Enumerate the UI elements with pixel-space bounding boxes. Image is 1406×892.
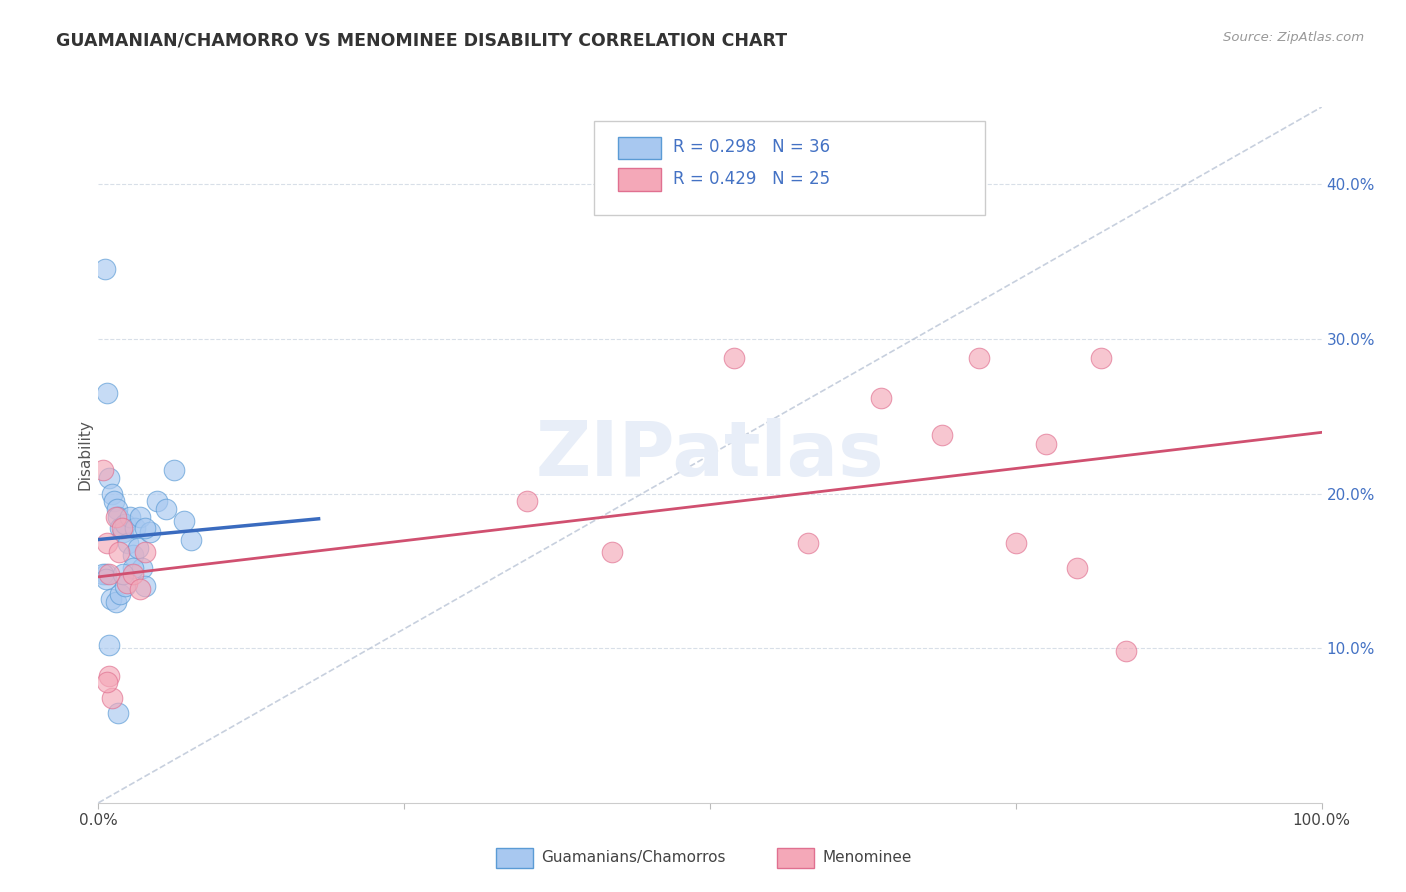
Point <box>967 351 990 365</box>
Point <box>180 533 202 547</box>
Text: R = 0.429   N = 25: R = 0.429 N = 25 <box>673 170 831 188</box>
Point <box>110 520 132 534</box>
Point <box>108 545 131 559</box>
Point <box>103 494 125 508</box>
Point <box>98 638 121 652</box>
Text: R = 0.298   N = 36: R = 0.298 N = 36 <box>673 138 831 156</box>
Point <box>117 536 139 550</box>
Point <box>94 566 117 581</box>
Point <box>124 520 146 534</box>
Point <box>94 572 117 586</box>
Point <box>931 427 953 442</box>
Point <box>1090 351 1112 365</box>
Point <box>111 566 134 581</box>
FancyBboxPatch shape <box>619 169 661 191</box>
Point <box>110 587 132 601</box>
Y-axis label: Disability: Disability <box>77 419 93 491</box>
Text: Menominee: Menominee <box>823 850 912 865</box>
Point <box>91 463 114 477</box>
Point <box>100 591 122 606</box>
Point <box>114 579 136 593</box>
Point <box>723 351 745 365</box>
Point <box>121 549 143 563</box>
Point <box>134 545 156 559</box>
Point <box>155 502 177 516</box>
Point <box>129 509 152 524</box>
Point <box>107 509 129 524</box>
FancyBboxPatch shape <box>778 848 814 868</box>
Point <box>111 520 134 534</box>
Point <box>600 545 623 559</box>
Point <box>134 520 156 534</box>
Point <box>121 566 143 581</box>
Point <box>104 509 127 524</box>
Point <box>98 471 121 485</box>
Point <box>1004 536 1026 550</box>
Text: GUAMANIAN/CHAMORRO VS MENOMINEE DISABILITY CORRELATION CHART: GUAMANIAN/CHAMORRO VS MENOMINEE DISABILI… <box>56 31 787 49</box>
Point <box>91 566 114 581</box>
Point <box>98 566 121 581</box>
Point <box>105 502 128 516</box>
Point <box>114 517 136 532</box>
Point <box>98 669 121 683</box>
Point <box>129 582 152 597</box>
Point <box>515 494 537 508</box>
Point <box>111 525 134 540</box>
FancyBboxPatch shape <box>619 137 661 159</box>
Point <box>120 509 142 524</box>
Point <box>96 386 118 401</box>
Point <box>101 690 124 705</box>
Point <box>146 494 169 508</box>
FancyBboxPatch shape <box>593 121 986 215</box>
Point <box>127 541 149 555</box>
Point <box>101 486 124 500</box>
Point <box>1115 644 1137 658</box>
Point <box>1035 437 1057 451</box>
Point <box>93 262 115 277</box>
Text: Source: ZipAtlas.com: Source: ZipAtlas.com <box>1223 31 1364 45</box>
Point <box>96 675 118 690</box>
FancyBboxPatch shape <box>496 848 533 868</box>
Point <box>1066 561 1088 575</box>
Point <box>163 463 186 477</box>
Point <box>139 525 162 540</box>
Point <box>870 391 893 405</box>
Point <box>797 536 820 550</box>
Point <box>115 576 138 591</box>
Point <box>173 515 195 529</box>
Point <box>134 579 156 593</box>
Point <box>107 706 129 720</box>
Point <box>121 561 143 575</box>
Text: ZIPatlas: ZIPatlas <box>536 418 884 491</box>
Point <box>104 595 127 609</box>
Point <box>131 561 153 575</box>
Point <box>96 536 118 550</box>
Text: Guamanians/Chamorros: Guamanians/Chamorros <box>541 850 725 865</box>
